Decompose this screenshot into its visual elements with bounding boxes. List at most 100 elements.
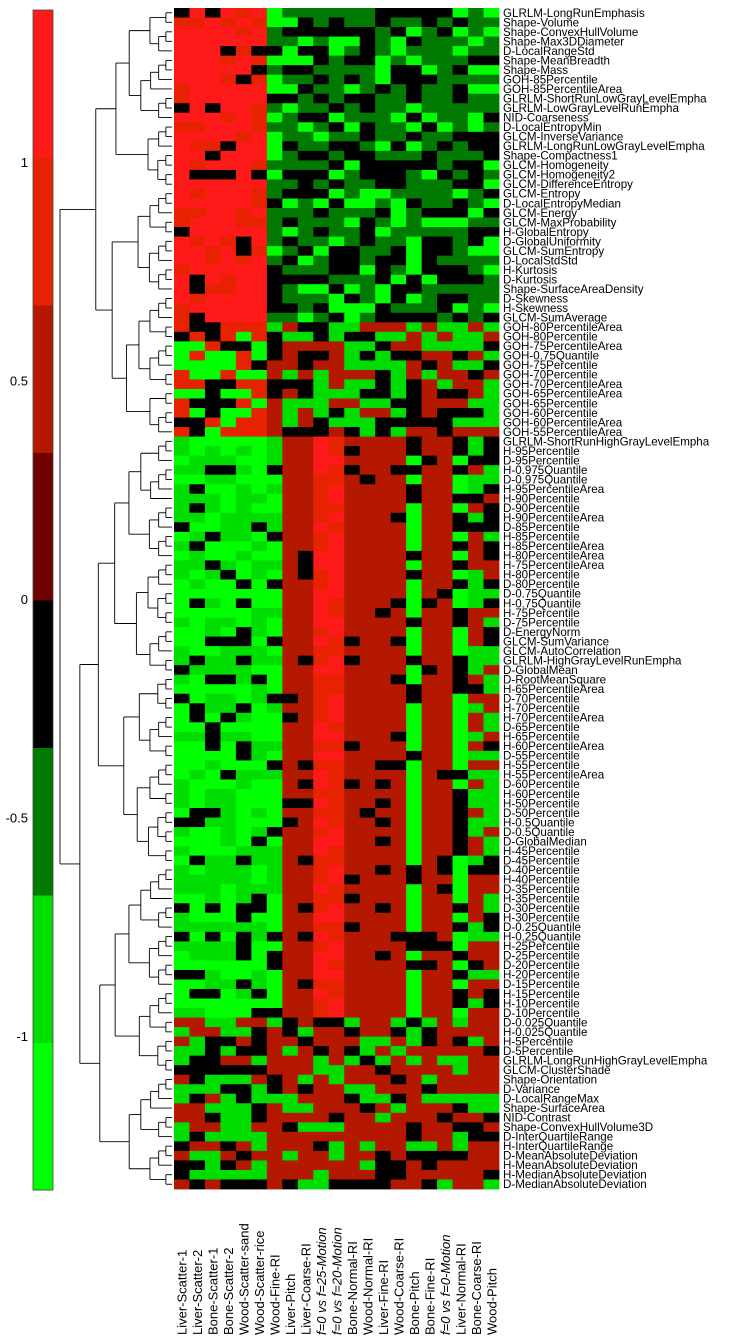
heatmap-cell: [421, 474, 438, 485]
heatmap-cell: [297, 617, 314, 628]
heatmap-cell: [328, 827, 345, 837]
heatmap-cell: [174, 217, 190, 228]
heatmap-cell: [313, 931, 330, 942]
heatmap-cell: [437, 884, 453, 895]
heatmap-cell: [204, 998, 221, 1009]
heatmap-cell: [204, 350, 221, 361]
heatmap-cell: [390, 427, 407, 437]
heatmap-cell: [437, 874, 453, 885]
heatmap-cell: [468, 246, 484, 257]
heatmap-cell: [313, 46, 330, 57]
heatmap-cell: [282, 246, 299, 257]
heatmap-cell: [437, 722, 453, 733]
heatmap-cell: [189, 922, 206, 933]
heatmap-cell: [452, 712, 469, 723]
column-label: Wood-Fine-RI: [268, 1254, 283, 1335]
heatmap-cell: [328, 1169, 345, 1180]
heatmap-cell: [251, 1008, 268, 1018]
heatmap-cell: [328, 1084, 345, 1095]
heatmap-cell: [313, 836, 330, 847]
heatmap-cell: [235, 8, 252, 18]
heatmap-cell: [437, 912, 453, 923]
heatmap-cell: [375, 46, 392, 57]
heatmap-cell: [421, 684, 438, 695]
heatmap-cell: [174, 884, 190, 895]
heatmap-cell: [251, 198, 268, 209]
heatmap-cell: [251, 274, 268, 285]
heatmap-cell: [282, 1141, 299, 1152]
heatmap-cell: [359, 179, 376, 190]
heatmap-cell: [468, 598, 484, 609]
heatmap-cell: [189, 855, 206, 866]
heatmap-cell: [266, 884, 283, 895]
heatmap-cell: [328, 322, 345, 333]
heatmap-cell: [421, 227, 438, 237]
heatmap-cell: [437, 1179, 453, 1190]
heatmap-cell: [483, 588, 500, 599]
heatmap-cell: [452, 741, 469, 752]
heatmap-cell: [359, 379, 376, 390]
heatmap-cell: [390, 93, 407, 104]
heatmap-cell: [235, 236, 252, 247]
heatmap-cell: [266, 817, 283, 828]
heatmap-cell: [282, 950, 299, 961]
heatmap-cell: [421, 855, 438, 866]
heatmap-cell: [390, 369, 407, 380]
heatmap-cell: [282, 703, 299, 714]
heatmap-cell: [406, 579, 423, 590]
heatmap-cell: [189, 265, 206, 276]
row-label: H-65PercentileArea: [503, 683, 605, 696]
heatmap-cell: [189, 646, 206, 657]
heatmap-cell: [437, 312, 453, 323]
heatmap-cell: [251, 1046, 268, 1057]
heatmap-cell: [266, 341, 283, 352]
heatmap-cell: [220, 188, 237, 199]
heatmap-cell: [421, 598, 438, 609]
heatmap-cell: [313, 1074, 330, 1085]
heatmap-cell: [297, 922, 314, 933]
heatmap-cell: [220, 446, 237, 457]
heatmap-cell: [468, 369, 484, 380]
heatmap-cell: [282, 36, 299, 47]
heatmap-cell: [452, 1160, 469, 1171]
heatmap-cell: [375, 979, 392, 990]
heatmap-cell: [235, 703, 252, 714]
heatmap-cell: [174, 427, 190, 437]
heatmap-cell: [390, 131, 407, 142]
heatmap-cell: [266, 1074, 283, 1085]
heatmap-cell: [174, 1093, 190, 1104]
heatmap-cell: [421, 579, 438, 590]
heatmap-cell: [468, 722, 484, 733]
heatmap-cell: [421, 93, 438, 104]
heatmap-cell: [266, 665, 283, 676]
heatmap-cell: [468, 293, 484, 304]
heatmap-cell: [406, 112, 423, 123]
heatmap-cell: [328, 569, 345, 580]
heatmap-cell: [189, 236, 206, 247]
heatmap-cell: [359, 1169, 376, 1180]
heatmap-cell: [189, 1084, 206, 1095]
heatmap-cell: [421, 417, 438, 428]
heatmap-cell: [251, 950, 268, 961]
heatmap-cell: [313, 236, 330, 247]
heatmap-cell: [282, 922, 299, 933]
heatmap-cell: [204, 855, 221, 866]
heatmap-cell: [483, 1074, 500, 1085]
heatmap-cell: [189, 588, 206, 599]
heatmap-cell: [452, 1169, 469, 1180]
heatmap-cell: [282, 93, 299, 104]
heatmap-cell: [421, 703, 438, 714]
heatmap-cell: [174, 236, 190, 247]
heatmap-cell: [189, 46, 206, 57]
row-label: D-55Percentile: [503, 750, 580, 763]
heatmap-cell: [437, 350, 453, 361]
heatmap-cell: [266, 388, 283, 399]
heatmap-cell: [483, 27, 500, 37]
heatmap-cell: [468, 65, 484, 76]
heatmap-cell: [282, 560, 299, 571]
row-label: GOH-70Percentile: [503, 369, 598, 382]
heatmap-cell: [235, 103, 252, 114]
row-label: GOH-60PercentileArea: [503, 416, 623, 429]
heatmap-cell: [189, 531, 206, 542]
heatmap-cell: [220, 160, 237, 171]
